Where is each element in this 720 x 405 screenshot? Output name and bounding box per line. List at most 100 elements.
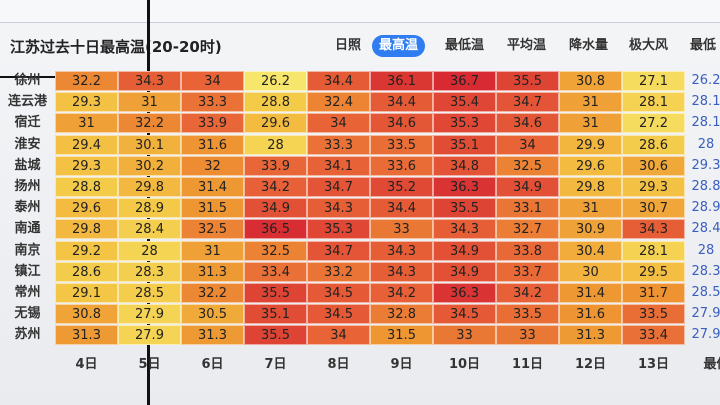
- heat-cell: 34: [307, 325, 370, 346]
- heat-cell: 35.3: [433, 113, 496, 134]
- heat-cell: 31.4: [559, 283, 622, 303]
- heat-cell: 33.2: [307, 261, 370, 282]
- heat-cell: 35.3: [307, 219, 370, 240]
- heat-cell: 28.1: [622, 92, 685, 113]
- heat-cell: 34.5: [307, 283, 370, 303]
- heat-cell: 34.4: [370, 92, 433, 113]
- heat-cell: 33: [496, 325, 559, 346]
- heat-cell: 30.8: [559, 71, 622, 91]
- column-label: 最低: [703, 356, 720, 372]
- heat-cell: 29.4: [55, 134, 118, 155]
- row-label: 徐州: [14, 73, 41, 88]
- min-cell: 28.8: [691, 179, 720, 194]
- row-label: 连云港: [7, 94, 47, 110]
- heat-cell: 32.2: [55, 71, 118, 91]
- tab[interactable]: 最低温: [445, 38, 485, 53]
- min-cell: 27.9: [691, 306, 720, 322]
- heat-cell: 35.5: [496, 71, 559, 91]
- row-label: 无锡: [14, 306, 41, 322]
- column-label: 5日: [138, 356, 161, 372]
- row-label: 盐城: [14, 157, 41, 173]
- heat-cell: 34.2: [370, 283, 433, 303]
- heat-cell: 35.2: [370, 177, 433, 197]
- heat-cell: 32.2: [118, 113, 181, 134]
- row-label: 淮安: [14, 136, 41, 152]
- tab[interactable]: 最低: [690, 38, 717, 53]
- row-label: 南通: [14, 221, 41, 237]
- heat-cell: 29.8: [118, 177, 181, 197]
- heat-cell: 30.9: [559, 219, 622, 240]
- heat-cell: 29.8: [559, 177, 622, 197]
- row-label: 宿迁: [14, 115, 41, 131]
- heat-cell: 29.9: [559, 134, 622, 155]
- heat-cell: 34.3: [118, 71, 181, 91]
- row-label: 镇江: [14, 263, 41, 279]
- column-label: 4日: [75, 356, 98, 372]
- heat-cell: 33.5: [370, 134, 433, 155]
- heat-cell: 27.2: [622, 113, 685, 134]
- tab[interactable]: 最高温: [372, 35, 426, 57]
- heat-cell: 30.4: [559, 240, 622, 261]
- heat-cell: 27.9: [118, 325, 181, 346]
- heat-cell: 28.3: [118, 261, 181, 282]
- heat-cell: 34.9: [244, 198, 307, 219]
- heat-cell: 36.1: [370, 71, 433, 91]
- heat-cell: 29.8: [55, 219, 118, 240]
- tab[interactable]: 日照: [335, 38, 362, 53]
- heat-cell: 34.7: [307, 240, 370, 261]
- heat-cell: 34.3: [433, 219, 496, 240]
- min-cell: 28.1: [691, 115, 720, 131]
- heat-cell: 29.5: [622, 261, 685, 282]
- tab[interactable]: 平均温: [507, 38, 547, 53]
- heat-cell: 28.8: [55, 177, 118, 197]
- heat-cell: 33.1: [496, 198, 559, 219]
- min-cell: 27.9: [691, 327, 720, 343]
- heat-cell: 31.6: [181, 134, 244, 155]
- heat-cell: 34.2: [496, 283, 559, 303]
- column-label: 6日: [201, 356, 224, 372]
- heat-cell: 28: [244, 134, 307, 155]
- heat-cell: 31: [559, 198, 622, 219]
- heat-cell: 36.5: [244, 219, 307, 240]
- heat-cell: 29.3: [622, 177, 685, 197]
- heat-cell: 28.8: [244, 92, 307, 113]
- heat-cell: 34.9: [433, 240, 496, 261]
- column-label: 8日: [327, 356, 350, 372]
- heat-cell: 29.3: [55, 92, 118, 113]
- heat-cell: 36.3: [433, 283, 496, 303]
- heat-cell: 33.8: [496, 240, 559, 261]
- heat-cell: 34.9: [496, 177, 559, 197]
- tab[interactable]: 极大风: [629, 38, 669, 53]
- heat-cell: 36.3: [433, 177, 496, 197]
- heat-cell: 33.3: [181, 92, 244, 113]
- tab[interactable]: 降水量: [569, 38, 609, 53]
- heat-cell: 32.4: [307, 92, 370, 113]
- heat-cell: 26.2: [244, 71, 307, 91]
- heat-cell: 33.4: [244, 261, 307, 282]
- heat-cell: 35.1: [244, 304, 307, 325]
- heat-cell: 34: [496, 134, 559, 155]
- heat-cell: 29.6: [55, 198, 118, 219]
- column-label: 12日: [574, 356, 607, 372]
- heat-cell: 33.4: [622, 325, 685, 346]
- heat-cell: 35.5: [433, 198, 496, 219]
- min-cell: 28.1: [691, 94, 720, 110]
- heat-cell: 34: [181, 71, 244, 91]
- heat-cell: 32.2: [181, 283, 244, 303]
- heat-cell: 30.7: [622, 198, 685, 219]
- heat-cell: 29.6: [559, 155, 622, 176]
- heat-cell: 34.5: [307, 304, 370, 325]
- heat-cell: 32: [181, 155, 244, 176]
- heat-cell: 36.7: [433, 71, 496, 91]
- heat-cell: 32.7: [496, 219, 559, 240]
- heat-cell: 34.3: [370, 261, 433, 282]
- column-label: 9日: [390, 356, 413, 372]
- heat-cell: 31.4: [181, 177, 244, 197]
- min-cell: 28.4: [691, 221, 720, 237]
- top-bar: [0, 0, 720, 23]
- min-cell: 28.9: [691, 200, 720, 216]
- heat-cell: 28.5: [118, 283, 181, 303]
- heat-cell: 32.5: [496, 155, 559, 176]
- heat-cell: 34.7: [307, 177, 370, 197]
- heat-cell: 29.3: [55, 155, 118, 176]
